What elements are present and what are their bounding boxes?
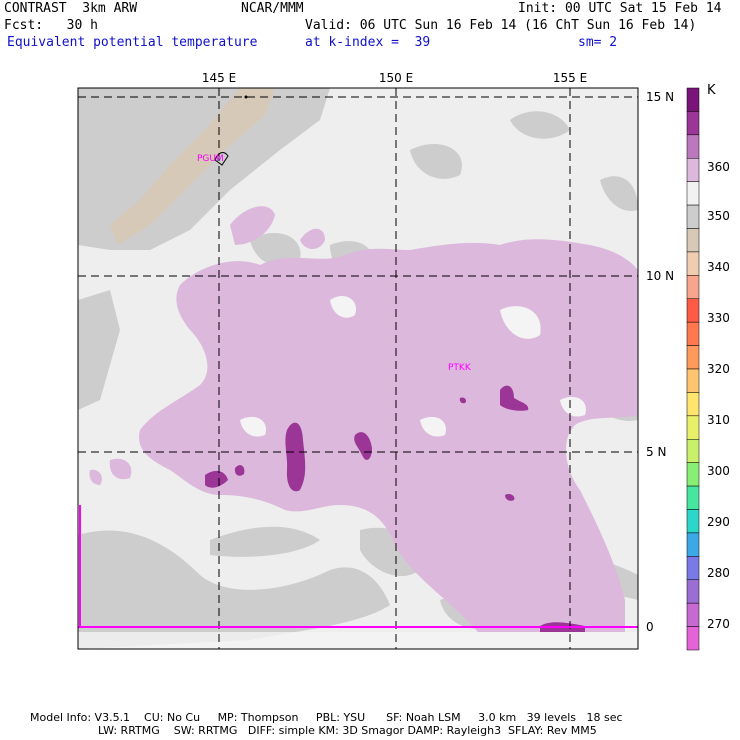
station-ptkk: PTKK	[448, 363, 472, 373]
cb-label-270: 270	[707, 617, 730, 631]
lat-label-0: 0	[646, 620, 654, 634]
lon-label-155: 155 E	[553, 71, 587, 85]
tan-band	[110, 88, 275, 245]
colorbar-swatch	[686, 579, 700, 604]
forecast-hour: Fcst: 30 h	[4, 18, 98, 33]
cb-label-280: 280	[707, 566, 730, 580]
colorbar-swatch	[686, 602, 700, 627]
colorbar-swatch	[686, 345, 700, 370]
colorbar-swatch	[686, 556, 700, 580]
colorbar-swatch	[686, 181, 700, 206]
field-name: Equivalent potential temperature	[7, 35, 258, 50]
cb-label-290: 290	[707, 515, 730, 529]
colorbar-swatch	[686, 134, 700, 159]
cb-label-340: 340	[707, 260, 730, 274]
colorbar-swatch	[686, 111, 700, 136]
lon-label-150: 150 E	[379, 71, 413, 85]
colorbar-swatch	[686, 485, 700, 510]
dark-purple-blobs	[205, 385, 585, 632]
colorbar-swatch	[686, 368, 700, 393]
cb-label-300: 300	[707, 464, 730, 478]
colorbar-unit: K	[707, 83, 716, 98]
colorbar-swatch	[686, 228, 700, 253]
colorbar-swatch	[686, 509, 700, 534]
colorbar-swatch	[686, 275, 700, 300]
cb-label-360: 360	[707, 160, 730, 174]
colorbar-swatch	[686, 392, 700, 417]
cb-label-320: 320	[707, 362, 730, 376]
lat-lon-grid	[78, 88, 638, 649]
colorbar-swatch	[686, 158, 700, 182]
lat-label-10: 10 N	[646, 269, 674, 283]
colorbar-swatch	[686, 87, 700, 112]
colorbar-swatch	[686, 415, 700, 440]
colorbar-swatch	[686, 321, 700, 346]
colorbar-swatch	[686, 251, 700, 276]
station-pgum: PGUM	[197, 154, 224, 164]
colorbar-swatch	[686, 439, 700, 463]
model-title: CONTRAST 3km ARW	[4, 1, 138, 16]
map-field	[78, 88, 638, 649]
footer-model-info: Model Info: V3.5.1 CU: No Cu MP: Thompso…	[30, 711, 623, 724]
valid-time: Valid: 06 UTC Sun 16 Feb 14 (16 ChT Sun …	[305, 18, 697, 33]
smoothing: sm= 2	[578, 35, 618, 50]
cb-label-330: 330	[707, 311, 730, 325]
colorbar	[686, 87, 700, 651]
weather-map: 145 E 150 E 155 E 15 N 10 N 5 N 0 PGUM P…	[77, 71, 716, 651]
cb-label-350: 350	[707, 209, 730, 223]
lat-label-5: 5 N	[646, 445, 666, 459]
colorbar-swatch	[686, 204, 700, 229]
light-purple-region	[139, 239, 638, 632]
init-time: Init: 00 UTC Sat 15 Feb 14	[518, 1, 722, 16]
cb-label-310: 310	[707, 413, 730, 427]
guam-coast	[214, 152, 229, 166]
lat-label-15: 15 N	[646, 90, 674, 104]
colorbar-swatch	[686, 462, 700, 487]
light-holes	[240, 295, 586, 437]
organization: NCAR/MMM	[241, 1, 304, 16]
colorbar-swatch	[686, 626, 700, 651]
footer-physics-info: LW: RRTMG SW: RRTMG DIFF: simple KM: 3D …	[98, 724, 597, 737]
colorbar-swatch	[686, 532, 700, 557]
map-frame	[77, 87, 639, 650]
lon-label-145: 145 E	[202, 71, 236, 85]
colorbar-swatch	[686, 298, 700, 323]
k-index: at k-index = 39	[305, 35, 431, 50]
